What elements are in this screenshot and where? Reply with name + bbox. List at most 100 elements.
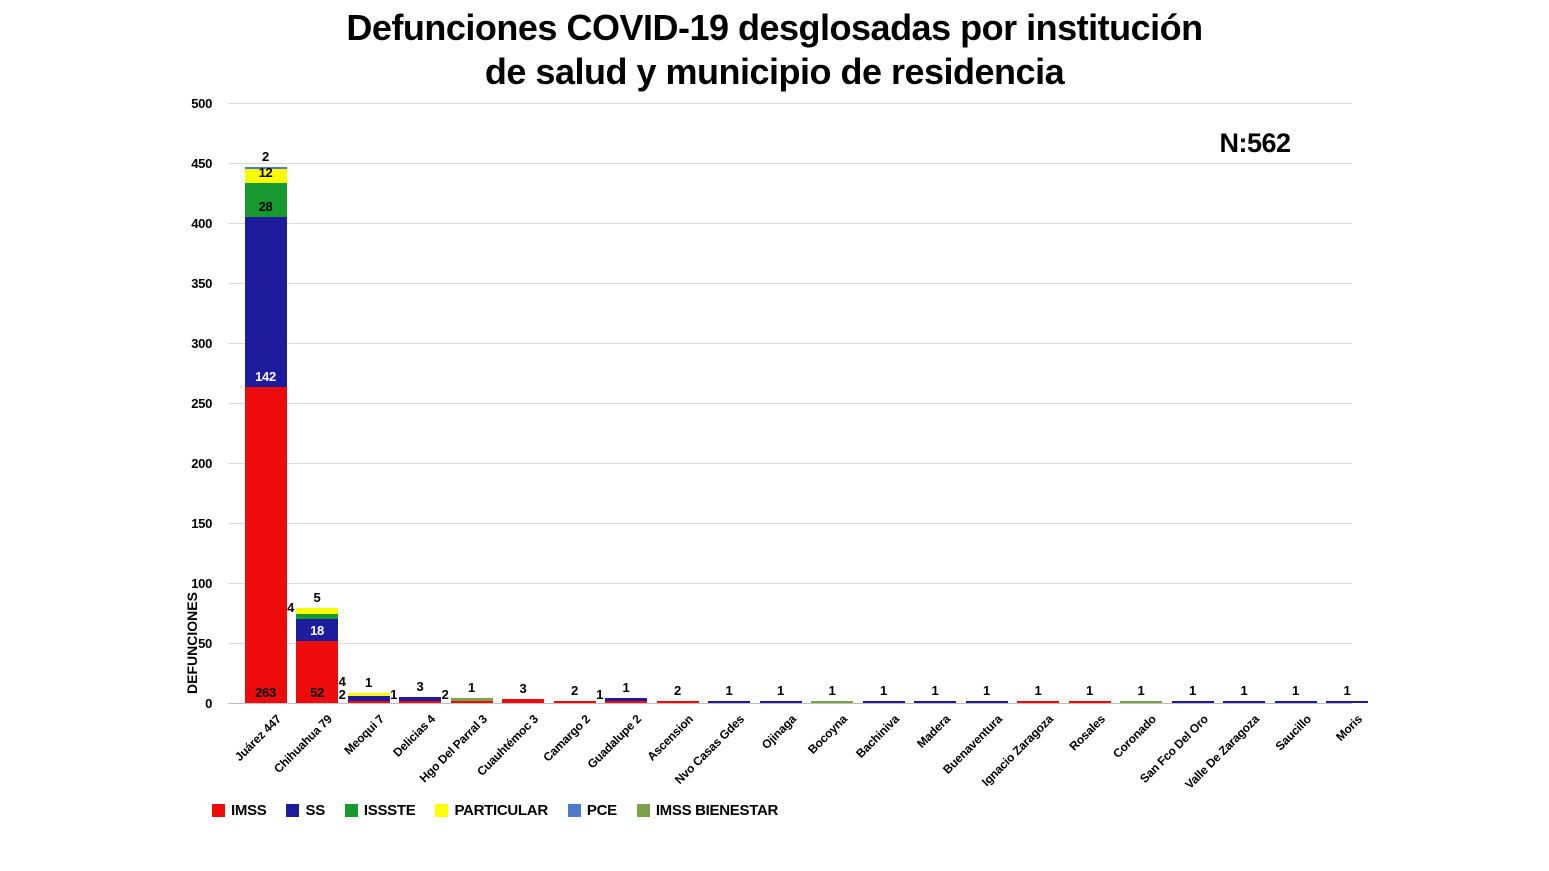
legend-item-pce: PCE — [567, 802, 617, 819]
y-tick-label: 50 — [198, 636, 212, 651]
bar-segment-label: 18 — [310, 622, 324, 638]
bar-segment-label: 1 — [1189, 682, 1196, 698]
bar-segment-imss — [656, 700, 699, 703]
bar-segment-label: 1 — [983, 682, 990, 698]
bar-segment-label: 4 — [338, 673, 346, 689]
bar-segment-label: 1 — [1240, 682, 1248, 698]
y-tick-label: 250 — [191, 396, 212, 411]
bar-segment-label: 5 — [313, 590, 321, 606]
bar-segment-label: 1 — [390, 686, 397, 702]
bar-segment-ss — [965, 700, 1008, 703]
gridline — [228, 703, 1352, 704]
chart-title: Defunciones COVID-19 desglosadas por ins… — [0, 6, 1549, 94]
legend-label: PCE — [586, 802, 617, 819]
bar-segment-label: 52 — [310, 685, 324, 700]
bar-segment-label: 1 — [1137, 682, 1145, 698]
legend-swatch — [344, 804, 358, 817]
bar-segment-ss — [244, 217, 287, 388]
bar-segment-ss — [1274, 700, 1317, 703]
bar-segment-label: 1 — [365, 675, 372, 691]
bar-segment-imss — [296, 640, 338, 703]
gridline — [228, 343, 1352, 344]
bar-segment-imss — [553, 700, 596, 703]
bar-segment-ss — [1223, 700, 1265, 703]
bar-segment-label: 1 — [596, 686, 603, 702]
bar-segment-imss — [347, 700, 390, 703]
legend-label: ISSSTE — [363, 802, 416, 819]
bar-segment-label: 4 — [287, 600, 294, 616]
bar-segment-particular — [296, 608, 338, 615]
chart-title-line1: Defunciones COVID-19 desglosadas por ins… — [346, 7, 1203, 48]
y-tick-label: 150 — [191, 516, 212, 531]
bar-segment-label: 12 — [258, 165, 273, 181]
bar-segment-imss — [605, 700, 647, 703]
bar-segment-pce — [244, 166, 287, 169]
bar-segment-particular — [347, 693, 390, 696]
y-tick-label: 350 — [191, 276, 212, 291]
bar-segment-ss — [347, 695, 390, 701]
y-tick-label: 500 — [191, 96, 212, 111]
bar-segment-label: 3 — [519, 681, 527, 697]
bar-segment-label: 1 — [1086, 682, 1093, 698]
bar-segment-ss — [914, 700, 956, 703]
legend-swatch — [636, 804, 650, 817]
bar-segment-label: 1 — [1034, 682, 1042, 698]
bar-segment-imss — [399, 700, 441, 703]
bar-segment-ss — [399, 697, 441, 701]
bar-segment-issste — [296, 614, 338, 619]
bar-segment-label: 1 — [828, 682, 836, 698]
bar-segment-label: 2 — [674, 682, 681, 698]
gridline — [228, 643, 1352, 644]
gridline — [228, 283, 1352, 284]
total-n-annotation: N:562 — [1219, 128, 1291, 158]
bar-segment-label: 142 — [255, 369, 276, 385]
bar-segment-ss — [605, 698, 647, 701]
bar-segment-imss — [244, 387, 287, 703]
legend-swatch — [286, 804, 300, 817]
legend-label: IMSS BIENESTAR — [655, 802, 779, 819]
bar-segment-label: 1 — [622, 680, 630, 696]
bar-segment-particular — [244, 169, 287, 184]
gridline — [228, 103, 1352, 104]
bar-segment-issste — [244, 183, 287, 217]
bar-segment-label: 263 — [255, 685, 276, 700]
y-tick-label: 450 — [191, 156, 212, 171]
gridline — [228, 583, 1352, 584]
legend-label: IMSS — [231, 802, 267, 819]
bar-segment-imss — [502, 699, 544, 703]
bar-segment-label: 1 — [468, 680, 475, 696]
bar-segment-ss — [708, 700, 750, 703]
legend: IMSS SS ISSSTE PARTICULAR PCE IMSS BIENESTAR — [212, 802, 778, 819]
bar-segment-label: 1 — [777, 682, 784, 698]
bar-segment-label: 2 — [262, 148, 269, 164]
legend-swatch — [567, 804, 581, 817]
bar-segment-label: 3 — [416, 679, 424, 694]
bar-segment-imss — [450, 700, 493, 703]
bar-segment-imss — [1017, 700, 1059, 703]
legend-item-particular: PARTICULAR — [435, 802, 548, 819]
bar-segment-imss-bienestar — [1120, 700, 1162, 703]
bar-segment-label: 2 — [441, 686, 449, 702]
bar-segment-label: 2 — [338, 686, 346, 702]
legend-label: SS — [305, 802, 325, 819]
bar-segment-label: 2 — [571, 682, 578, 698]
gridline — [228, 223, 1352, 224]
y-tick-label: 100 — [191, 576, 212, 591]
y-tick-label: 0 — [205, 696, 212, 711]
bar-segment-ss — [759, 700, 802, 703]
bar-segment-label: 1 — [1292, 682, 1299, 698]
legend-item-issste: ISSSTE — [344, 802, 416, 819]
bar-segment-ss — [1326, 700, 1368, 703]
bar-segment-ss — [296, 619, 338, 641]
legend-swatch — [212, 804, 225, 817]
bar-segment-imss — [1068, 700, 1111, 703]
bar-segment-ss — [862, 700, 905, 703]
bar-segment-label: 1 — [725, 682, 733, 698]
bar-segment-label: 1 — [931, 682, 939, 698]
y-tick-label: 200 — [191, 456, 212, 471]
bar-segment-imss-bienestar — [450, 698, 493, 701]
gridline — [228, 163, 1352, 164]
gridline — [228, 523, 1352, 524]
bar-segment-ss — [1171, 700, 1214, 703]
